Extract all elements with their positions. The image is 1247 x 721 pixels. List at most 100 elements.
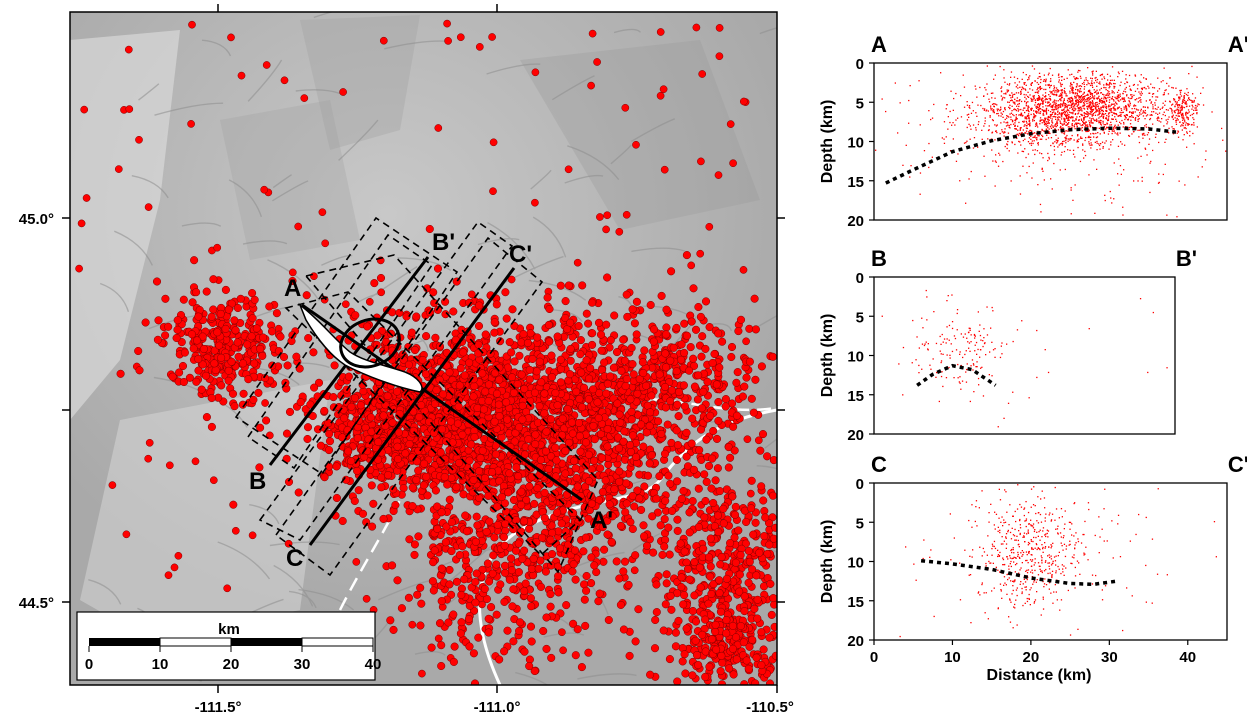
epicenter-dot [179,377,188,387]
hypocenter-point [1083,118,1085,120]
epicenter-dot [576,336,585,345]
epicenter-dot [423,491,432,500]
hypocenter-point [1036,89,1038,91]
epicenter-dot [499,533,508,542]
epicenter-dot [443,19,451,28]
epicenter-dot [508,305,517,314]
epicenter-dot [471,537,480,546]
epicenter-dot [664,471,673,480]
epicenter-dot [721,395,730,404]
epicenter-dot [447,518,456,527]
epicenter-dot [401,449,410,458]
epicenter-dot [392,387,402,396]
hypocenter-point [1128,85,1131,87]
epicenter-dot [565,438,574,447]
epicenter-dot [230,316,239,325]
hypocenter-point [1075,88,1077,91]
hypocenter-point [1090,122,1093,124]
epicenter-dot [465,456,474,465]
epicenter-dot [551,443,560,452]
epicenter-dot [452,577,461,586]
epicenter-dot [718,337,727,346]
epicenter-dot [748,635,757,644]
epicenter-dot [358,509,368,518]
hypocenter-point [1123,123,1125,125]
hypocenter-point [1083,79,1086,82]
epicenter-dot [765,679,775,685]
epicenter-dot [244,375,253,384]
epicenter-dot [173,325,182,334]
epicenter-dot [185,373,194,382]
hypocenter-point [1014,82,1016,84]
hypocenter-point [1002,110,1005,113]
hypocenter-point [1032,98,1034,100]
hypocenter-point [1006,117,1008,119]
hypocenter-point [1150,83,1152,85]
epicenter-dot [712,380,721,389]
epicenter-dot [192,288,201,297]
hypocenter-point [1117,132,1119,134]
epicenter-dot [709,426,718,436]
epicenter-dot [520,517,529,526]
epicenter-dot [252,324,261,333]
epicenter-dot [422,332,431,341]
hypocenter-point [1107,106,1109,108]
epicenter-dot [698,630,707,639]
epicenter-dot [745,557,754,566]
epicenter-dot [531,430,540,439]
epicenter-dot [690,558,699,567]
epicenter-dot [144,454,153,463]
epicenter-dot [467,440,476,449]
hypocenter-point [1150,102,1152,104]
epicenter-dot [300,94,309,102]
epicenter-dot [554,588,563,597]
epicenter-dot [631,637,640,646]
epicenter-dot [410,550,419,559]
hypocenter-point [1101,102,1103,104]
hypocenter-point [1110,121,1112,123]
epicenter-dot [280,76,289,85]
epicenter-dot [527,637,536,646]
epicenter-dot [236,294,245,303]
epicenter-dot [347,402,356,411]
epicenter-dot [713,511,723,520]
epicenter-dot [709,498,718,508]
epicenter-dot [683,564,693,574]
epicenter-dot [708,358,717,368]
epicenter-dot [517,500,526,509]
epicenter-dot [495,375,504,384]
epicenter-dot [207,393,216,403]
epicenter-dot [546,415,556,424]
epicenter-dot [546,535,555,544]
epicenter-dot [672,426,681,435]
hypocenter-point [1111,96,1114,98]
epicenter-dot [660,515,669,524]
epicenter-dot [502,398,511,407]
epicenter-dot [543,293,552,302]
epicenter-dot [694,302,703,312]
epicenter-dot [754,436,763,445]
epicenter-dot [642,541,652,550]
epicenter-dot [505,338,514,347]
epicenter-dot [368,522,377,531]
epicenter-dot [606,372,615,381]
epicenter-dot [471,577,480,587]
epicenter-dot [729,422,738,431]
hypocenter-point [1083,99,1085,101]
earthquake-epicenters [75,19,777,685]
epicenter-dot [514,472,523,481]
epicenter-dot [418,669,426,678]
hypocenter-point [1060,118,1063,120]
hypocenter-point [1152,108,1154,110]
epicenter-dot [515,618,525,627]
epicenter-dot [496,580,505,589]
hypocenter-points [875,65,1227,218]
epicenter-dot [175,368,184,377]
epicenter-dot [482,527,491,536]
epicenter-dot [456,629,465,638]
epicenter-dot [688,414,697,423]
epicenter-dot [192,336,202,345]
epicenter-dot [377,288,386,297]
epicenter-dot [690,382,699,391]
epicenter-dot [580,595,589,604]
